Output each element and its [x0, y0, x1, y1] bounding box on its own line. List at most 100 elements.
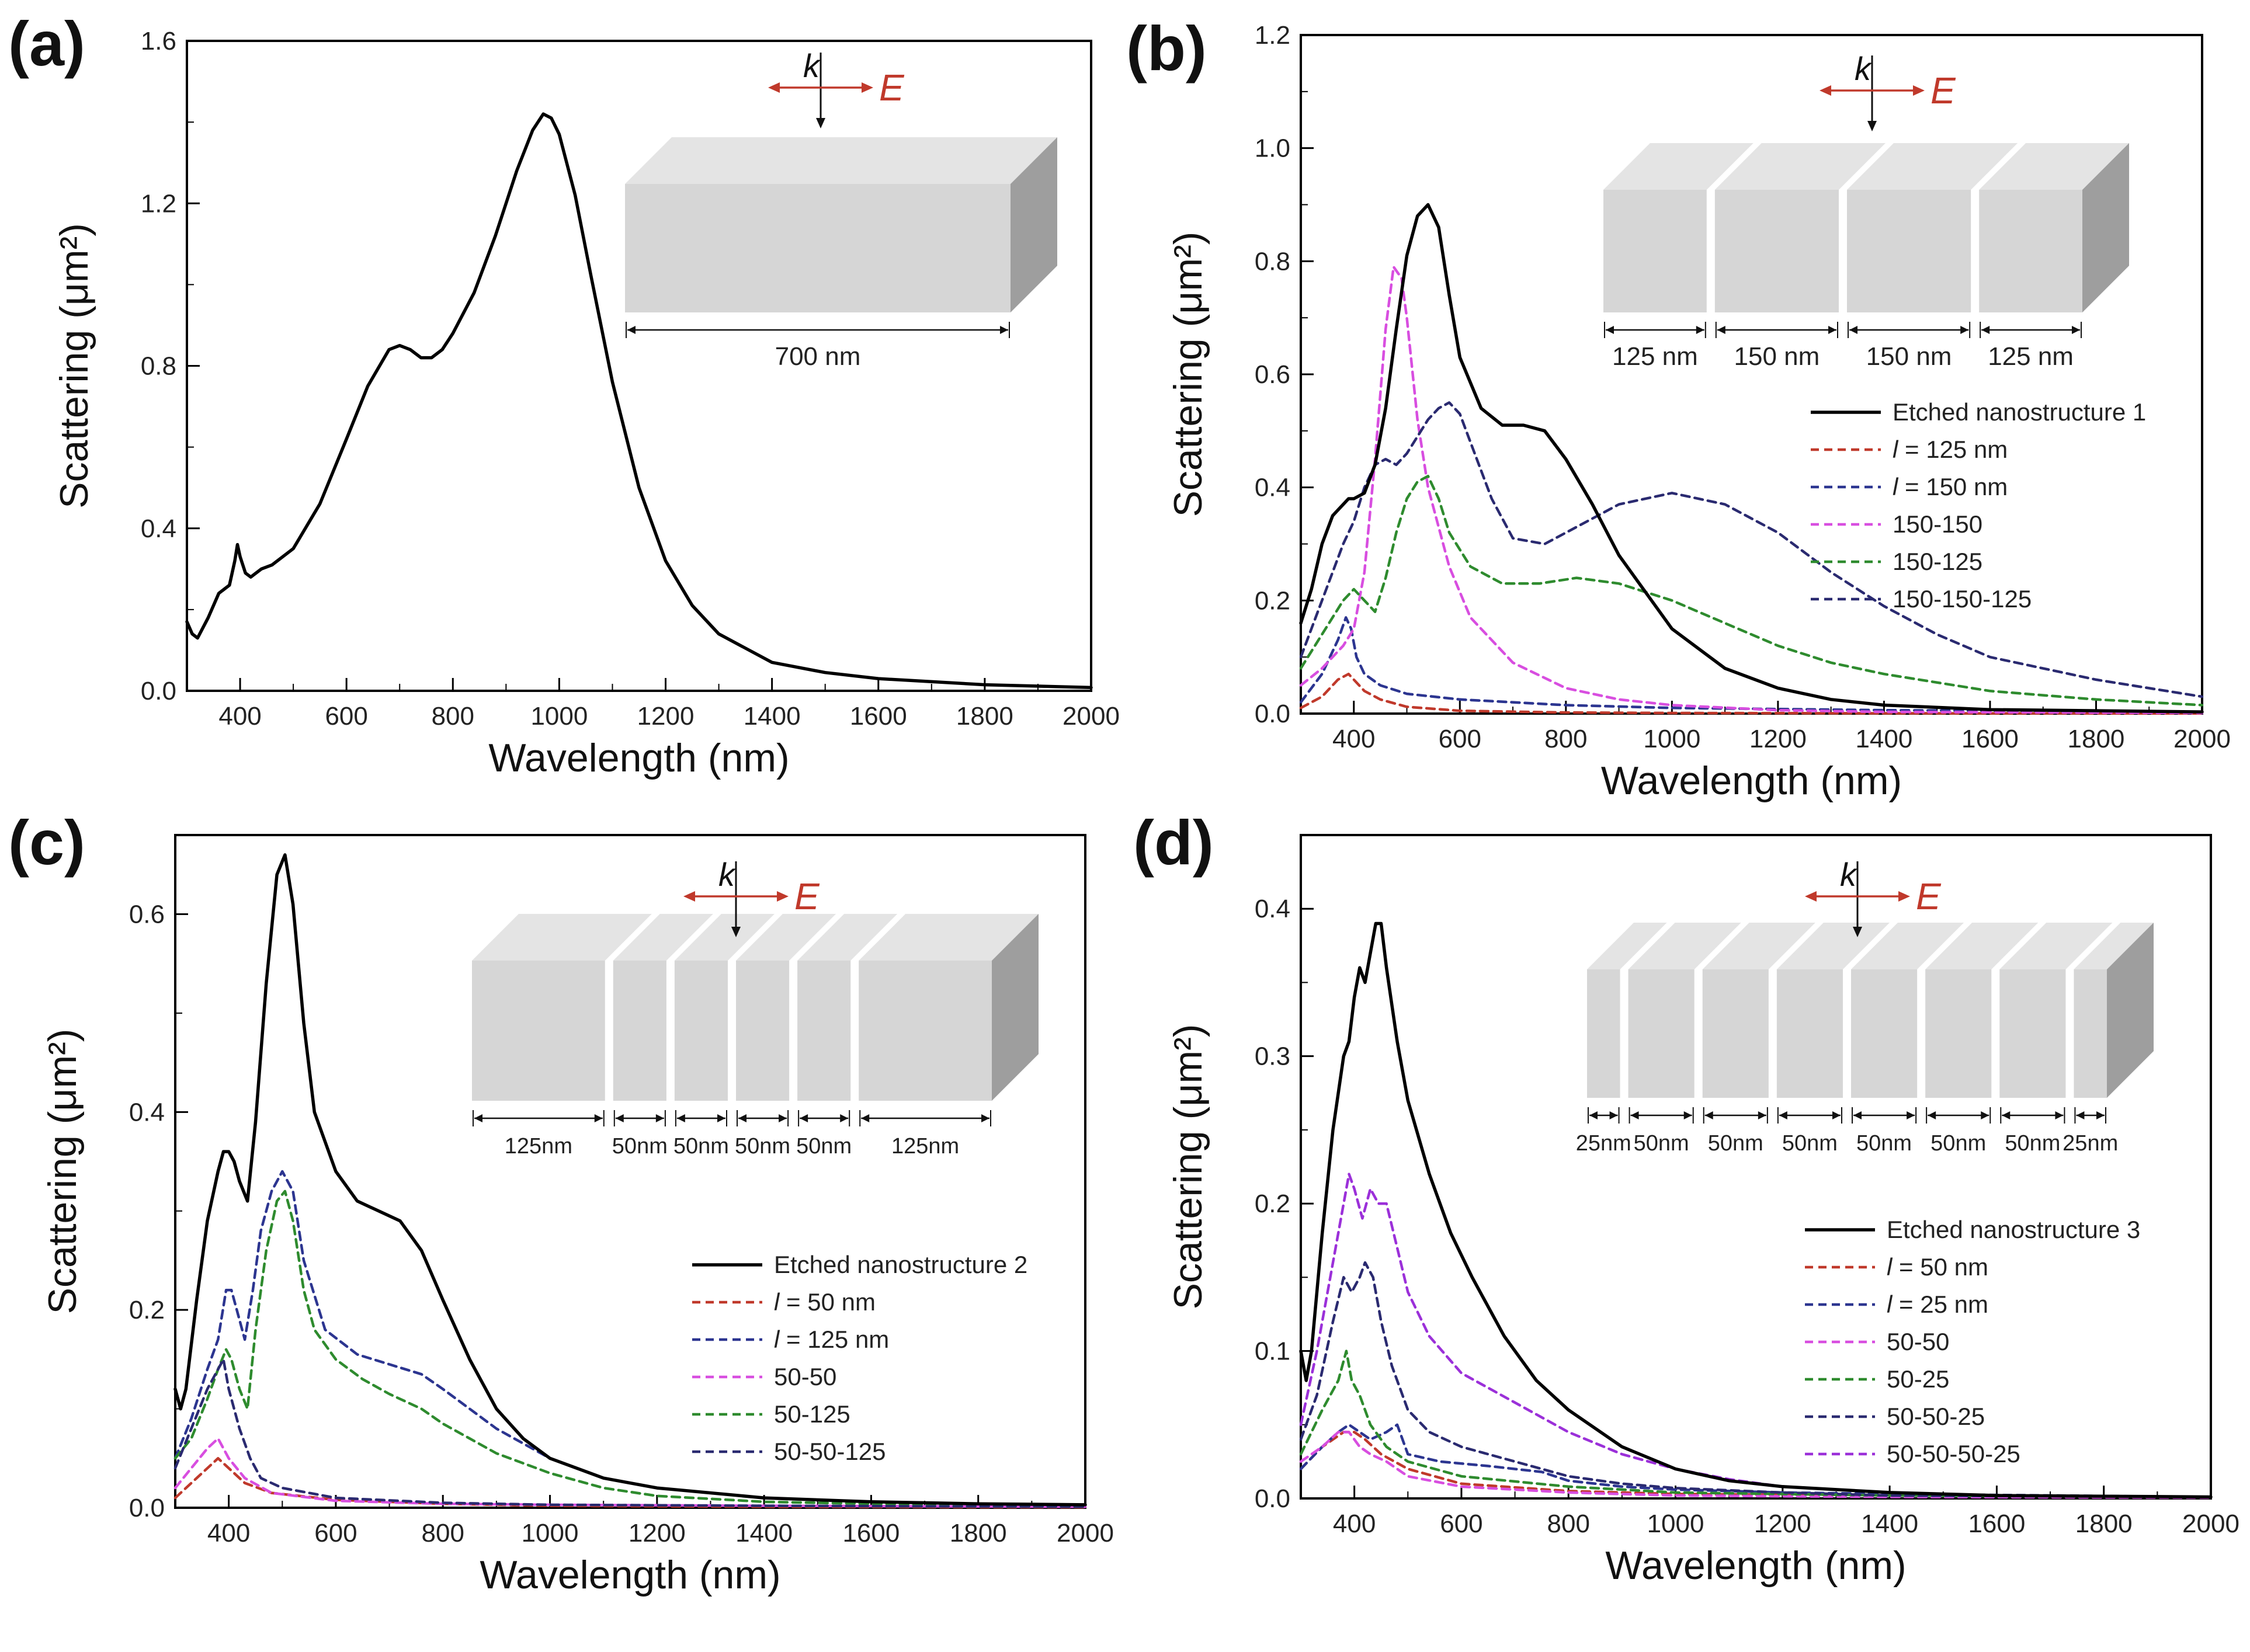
dimension-arrowhead: [1758, 1111, 1766, 1119]
dimension-arrowhead: [615, 1114, 624, 1122]
dimension-arrowhead: [1907, 1111, 1915, 1119]
dimension-label: 150 nm: [1734, 342, 1820, 371]
inset-block-front: [625, 184, 1011, 312]
y-tick-label: 0.1: [1255, 1337, 1290, 1366]
inset-block-top: [1776, 923, 1890, 969]
inset-block-top: [1587, 923, 1667, 969]
x-tick-label: 1200: [1749, 725, 1807, 753]
dimension-label: 50nm: [1782, 1131, 1838, 1156]
dimension-arrowhead: [1853, 1111, 1862, 1119]
series-line-l-125-nm: [173, 1170, 1087, 1507]
x-tick-label: 400: [1333, 1510, 1376, 1538]
series-line-l-125-nm: [1299, 672, 2204, 715]
k-arrowhead: [1853, 927, 1862, 937]
x-tick-label: 1400: [1855, 725, 1912, 753]
series-line-etched-nanostructure-3: [1299, 921, 2213, 1499]
y-tick-label: 1.2: [141, 189, 176, 218]
dimension-arrowhead: [981, 1114, 989, 1122]
x-tick-label: 2000: [1062, 702, 1120, 731]
x-tick-label: 1600: [850, 702, 907, 731]
inset-block-top: [1603, 143, 1754, 190]
dimension-label: 25nm: [2062, 1131, 2118, 1156]
x-tick-label: 2000: [1057, 1519, 1114, 1547]
y-tick-label: 0.0: [141, 677, 176, 705]
inset-block-top: [1999, 923, 2113, 969]
k-label: k: [718, 856, 737, 893]
x-axis-label: Wavelength (nm): [1601, 759, 1902, 803]
inset-block-side: [2082, 143, 2129, 312]
x-tick-label: 1600: [842, 1519, 900, 1547]
x-axis-label: Wavelength (nm): [1605, 1543, 1906, 1588]
inset-block-top: [1847, 143, 2018, 190]
dimension-label: 50nm: [1634, 1131, 1689, 1156]
inset-block-front: [736, 961, 790, 1101]
x-tick-label: 1800: [2068, 725, 2125, 753]
dimension-arrowhead: [1981, 1111, 1989, 1119]
legend-label: l = 125 nm: [1893, 436, 2008, 463]
dimension-label: 50nm: [1708, 1131, 1763, 1156]
legend-label-rest: = 50 nm: [1892, 1253, 1988, 1281]
dimension-arrowhead: [1981, 326, 1990, 334]
y-tick-label: 0.4: [129, 1098, 165, 1126]
y-tick-label: 0.4: [1255, 895, 1290, 923]
x-tick-label: 1200: [1754, 1510, 1811, 1538]
legend-label: Etched nanostructure 3: [1887, 1216, 2140, 1243]
dimension-arrowhead: [627, 326, 636, 334]
k-label: k: [803, 47, 821, 84]
legend-label: 150-150: [1893, 510, 1982, 538]
series-line-50-50-125: [173, 1358, 1087, 1508]
dimension-arrowhead: [2055, 1111, 2064, 1119]
x-tick-label: 600: [1440, 1510, 1482, 1538]
series-line-150-150-125: [1299, 401, 2204, 698]
inset-block-front: [1776, 969, 1843, 1098]
x-tick-label: 600: [314, 1519, 357, 1547]
e-arrowhead-right: [862, 82, 873, 93]
dimension-arrowhead: [2096, 1111, 2105, 1119]
x-tick-label: 600: [1439, 725, 1481, 753]
panel-c: (c) 400 600 800 1000 1200 1400 1600 1800 2000 0.0 0…: [8, 807, 1114, 1597]
inset-block-top: [1702, 923, 1815, 969]
inset-block-front: [1979, 190, 2082, 312]
x-tick-label: 1000: [522, 1519, 579, 1547]
k-label: k: [1855, 50, 1873, 87]
dimension-arrowhead: [1589, 1111, 1598, 1119]
inset-block-top: [613, 914, 713, 961]
legend-label: 150-150-125: [1893, 585, 2032, 613]
dimension-label: 50nm: [2005, 1131, 2060, 1156]
legend-italic-l: l: [774, 1288, 780, 1316]
dimension-arrowhead: [1849, 326, 1857, 334]
inset-block-front: [1847, 190, 1971, 312]
dimension-arrowhead: [1928, 1111, 1936, 1119]
x-tick-label: 1800: [950, 1519, 1007, 1547]
x-tick-label: 1200: [629, 1519, 686, 1547]
dimension-arrowhead: [1779, 1111, 1787, 1119]
dimension-arrowhead: [2076, 1111, 2085, 1119]
inset-block-top: [736, 914, 836, 961]
dimension-label: 125 nm: [1612, 342, 1698, 371]
inset-block-front: [1702, 969, 1769, 1098]
panel-letter: (c): [8, 807, 85, 878]
inset-block-top: [472, 914, 652, 961]
series-line-l-50-nm: [1299, 1431, 2213, 1498]
inset-block-front: [674, 961, 728, 1101]
y-tick-label: 0.0: [1255, 1484, 1290, 1513]
dimension-label: 50nm: [796, 1134, 852, 1159]
e-arrowhead-left: [768, 82, 780, 93]
x-tick-label: 1200: [637, 702, 695, 731]
panel-d: (d) 400 600 800 1000 1200 1400 1600 1800 2000 0.0 0…: [1133, 807, 2239, 1588]
x-tick-label: 1400: [744, 702, 801, 731]
e-label: E: [1916, 875, 1942, 917]
dimension-arrowhead: [2002, 1111, 2011, 1119]
dimension-label: 125nm: [505, 1134, 572, 1159]
e-arrowhead-right: [777, 891, 789, 902]
x-tick-label: 800: [1544, 725, 1587, 753]
y-axis-label: Scattering (μm²): [52, 223, 96, 509]
legend-italic-l: l: [1887, 1291, 1893, 1318]
x-tick-label: 1400: [735, 1519, 793, 1547]
dimension-label: 125 nm: [1988, 342, 2074, 371]
x-tick-label: 1000: [1643, 725, 1700, 753]
x-tick-label: 1800: [2075, 1510, 2133, 1538]
k-label: k: [1840, 856, 1858, 893]
dimension-arrowhead: [1832, 1111, 1841, 1119]
panel-letter: (d): [1133, 807, 1214, 878]
